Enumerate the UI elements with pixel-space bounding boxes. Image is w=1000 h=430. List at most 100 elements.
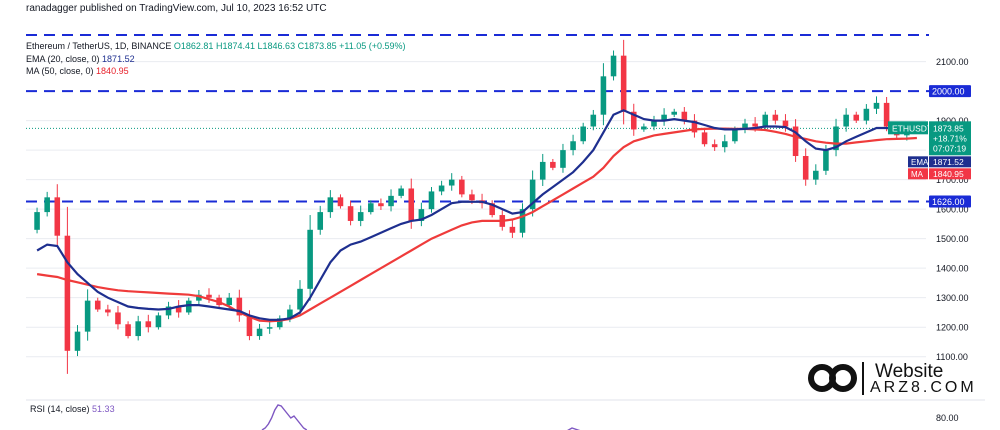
candle-body [661, 114, 667, 121]
candle-body [297, 288, 303, 310]
candle-body [34, 212, 40, 230]
candle-body [701, 132, 708, 145]
candle-body [580, 126, 586, 142]
candle-body [44, 197, 50, 213]
candle-body [398, 188, 404, 196]
candle-body [711, 144, 718, 148]
candle-body [84, 300, 91, 332]
candle-body [378, 203, 384, 207]
candle-body [802, 156, 809, 180]
level-tag-bg [929, 85, 971, 98]
candle-body [590, 114, 597, 127]
candle-body [620, 55, 627, 112]
candle-body [438, 185, 445, 192]
candle-body [641, 126, 647, 130]
candle-body [155, 315, 162, 328]
price-tick-label: 1500.00 [936, 234, 969, 244]
candle-body [64, 235, 71, 351]
price-tick-label: 1200.00 [936, 323, 969, 333]
ma-legend-value: 1840.95 [96, 66, 129, 76]
price-tick-label: 1100.00 [936, 352, 968, 362]
candle-body [327, 197, 334, 213]
candle-body [418, 209, 425, 221]
candle-body [469, 194, 475, 201]
candle-body [823, 150, 829, 171]
watermark-domain: ARZ8.COM [870, 379, 977, 396]
candle-body [529, 179, 536, 210]
ohlc-low: L1846.63 [257, 41, 296, 51]
candle-body [671, 111, 677, 115]
price-tag-bg [929, 121, 971, 156]
candle-body [732, 129, 738, 142]
candle-body [560, 150, 566, 168]
candle-body [459, 179, 465, 195]
rsi-legend-label: RSI (14, close) [30, 404, 90, 414]
ohlc-close: C1873.85 [297, 41, 337, 51]
candle-body [762, 114, 769, 127]
candle-body [388, 195, 394, 207]
ema-tag-value-text: 1871.52 [933, 157, 964, 167]
candle-body [105, 309, 111, 313]
candle-body [428, 191, 435, 210]
candle-body [610, 55, 617, 77]
price-tick-label: 1600.00 [936, 205, 969, 215]
ema-legend-label: EMA (20, close, 0) [26, 54, 100, 64]
candle-body [691, 120, 698, 133]
publisher-credit: ranadagger published on TradingView.com,… [26, 3, 327, 14]
ema-tag-value-bg [929, 156, 971, 168]
candle-body [54, 197, 61, 236]
ohlc-open: O1862.81 [173, 41, 214, 51]
candle-body [752, 123, 758, 127]
ema-tag-label-text: EMA [911, 158, 929, 167]
candle-body [287, 309, 293, 319]
ema-20-line [36, 109, 917, 321]
ma-50-line [36, 127, 917, 323]
candle-body [236, 297, 243, 316]
candle-body [883, 102, 890, 127]
ema-tag-label-bg [908, 156, 928, 168]
candle-body [196, 294, 202, 301]
candle-body [742, 123, 748, 130]
price-tick-label: 1700.00 [936, 175, 969, 185]
candle-body [368, 203, 374, 213]
candle-body [337, 197, 344, 207]
symbol-name: Ethereum / TetherUS, 1D, BINANCE [26, 41, 172, 51]
price-tag-countdown: 07:07:19 [933, 143, 966, 153]
ema-legend[interactable]: EMA (20, close, 0) 1871.52 [26, 54, 135, 64]
candle-body [550, 161, 556, 168]
watermark-site: Website [875, 361, 944, 382]
candle-body [206, 294, 212, 298]
candle-body [357, 212, 364, 221]
candle-body [539, 161, 546, 180]
candle-body [519, 209, 526, 233]
candle-body [681, 111, 688, 121]
price-tick-label: 1400.00 [936, 264, 969, 274]
watermark: Website ARZ8.COM [808, 358, 978, 398]
candle-body [175, 306, 182, 313]
ma-tag-label-text: MA [911, 170, 924, 179]
candle-body [863, 108, 870, 121]
candle-body [448, 179, 455, 186]
candle-body [115, 312, 121, 325]
candle-body [317, 212, 324, 230]
rsi-legend[interactable]: RSI (14, close) 51.33 [30, 404, 115, 414]
candle-body [266, 327, 273, 329]
level-tag-text: 2000.00 [932, 87, 965, 97]
symbol-tag-bg [888, 121, 928, 135]
candle-body [307, 229, 313, 289]
ma-legend[interactable]: MA (50, close, 0) 1840.95 [26, 66, 129, 76]
candle-body [651, 120, 657, 127]
candle-body [792, 126, 799, 157]
candle-body [509, 226, 516, 233]
symbol-tag-text: ETHUSDT [892, 123, 932, 133]
candle-body [843, 114, 849, 127]
price-tick-label: 2100.00 [936, 57, 969, 67]
symbol-legend[interactable]: Ethereum / TetherUS, 1D, BINANCE O1862.8… [26, 41, 406, 51]
chart-grid [26, 61, 926, 358]
price-tick-label: 1300.00 [936, 293, 969, 303]
candle-body [185, 300, 192, 313]
candle-body [226, 297, 232, 306]
candle-body [145, 321, 152, 328]
candle-body [813, 170, 819, 180]
